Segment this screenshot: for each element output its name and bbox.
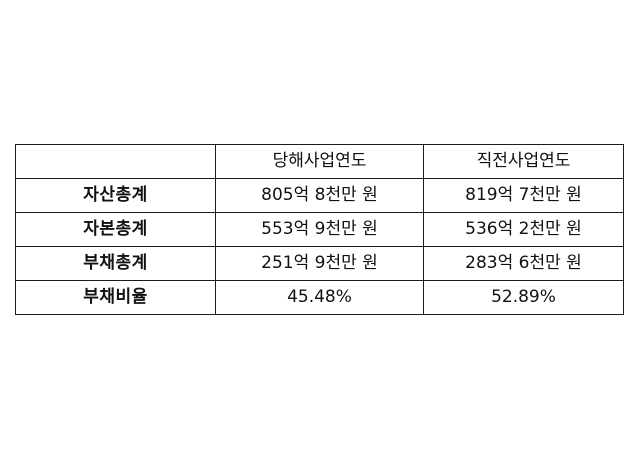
cell-total-assets-current: 805억 8천만 원 [215, 178, 424, 213]
financial-summary-table: 당해사업연도 직전사업연도 자산총계 805억 8천만 원 819억 7천만 원… [15, 144, 624, 315]
row-header-debt-ratio: 부채비율 [15, 280, 216, 315]
financial-summary-table-container: 당해사업연도 직전사업연도 자산총계 805억 8천만 원 819억 7천만 원… [15, 144, 624, 315]
cell-debt-ratio-current: 45.48% [215, 280, 424, 315]
table-header-row: 당해사업연도 직전사업연도 [15, 144, 624, 179]
table-row: 부채총계 251억 9천만 원 283억 6천만 원 [15, 246, 624, 281]
table-row: 자산총계 805억 8천만 원 819억 7천만 원 [15, 178, 624, 213]
cell-total-liabilities-previous: 283억 6천만 원 [423, 246, 624, 281]
table-row: 자본총계 553억 9천만 원 536억 2천만 원 [15, 212, 624, 247]
table-header: 당해사업연도 직전사업연도 [15, 144, 624, 179]
table-row: 부채비율 45.48% 52.89% [15, 280, 624, 315]
cell-total-assets-previous: 819억 7천만 원 [423, 178, 624, 213]
column-header-current-year: 당해사업연도 [215, 144, 424, 179]
table-body: 자산총계 805억 8천만 원 819억 7천만 원 자본총계 553억 9천만… [15, 178, 624, 315]
cell-total-equity-previous: 536억 2천만 원 [423, 212, 624, 247]
table-corner-cell [15, 144, 216, 179]
cell-total-liabilities-current: 251억 9천만 원 [215, 246, 424, 281]
row-header-total-liabilities: 부채총계 [15, 246, 216, 281]
cell-debt-ratio-previous: 52.89% [423, 280, 624, 315]
column-header-previous-year: 직전사업연도 [423, 144, 624, 179]
row-header-total-equity: 자본총계 [15, 212, 216, 247]
row-header-total-assets: 자산총계 [15, 178, 216, 213]
cell-total-equity-current: 553억 9천만 원 [215, 212, 424, 247]
